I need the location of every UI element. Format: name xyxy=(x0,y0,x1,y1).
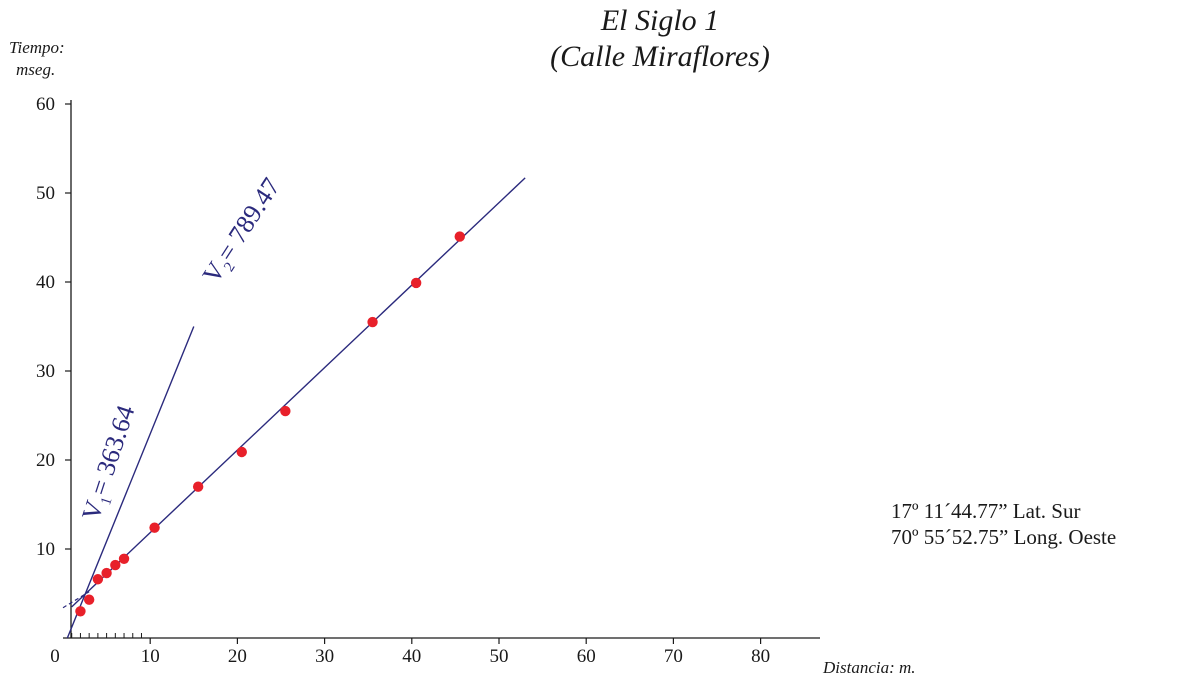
x-tick-label: 10 xyxy=(141,646,160,667)
y-tick-label: 20 xyxy=(36,450,55,471)
velocity-line-1 xyxy=(66,326,195,639)
x-tick-label: 80 xyxy=(751,646,770,667)
data-point xyxy=(101,567,112,579)
y-tick-label: 30 xyxy=(36,361,55,382)
data-point xyxy=(367,316,378,328)
y-tick-label: 10 xyxy=(36,539,55,560)
data-point xyxy=(118,553,130,564)
data-point xyxy=(280,405,291,417)
data-point xyxy=(149,522,160,533)
data-point xyxy=(83,594,95,605)
longitude-text: 70º 55´52.75” Long. Oeste xyxy=(891,525,1117,549)
data-point xyxy=(236,446,247,458)
data-point xyxy=(454,231,465,242)
location-coordinates: 17º 11´44.77” Lat. Sur 70º 55´52.75” Lon… xyxy=(891,498,1116,550)
velocity-label-1: V1= 363.64 xyxy=(76,402,144,525)
data-point xyxy=(410,277,422,289)
data-point xyxy=(92,574,104,585)
data-point xyxy=(110,559,121,571)
x-tick-label: 50 xyxy=(490,646,509,667)
velocity-line-2 xyxy=(71,177,526,608)
x-tick-label: 70 xyxy=(664,646,683,667)
y-tick-label: 60 xyxy=(36,94,55,115)
x-tick-label: 0 xyxy=(50,646,60,667)
data-point xyxy=(75,606,86,617)
x-axis-label: Distancia: m. xyxy=(823,658,916,677)
x-tick-label: 30 xyxy=(315,646,334,667)
y-axis-label-line2: mseg. xyxy=(16,60,56,79)
x-tick-label: 20 xyxy=(228,646,247,667)
y-axis-label-line1: Tiempo: xyxy=(9,38,65,57)
chart-subtitle: (Calle Miraflores) xyxy=(550,40,770,73)
chart-title: El Siglo 1 xyxy=(600,4,720,37)
x-tick-label: 60 xyxy=(577,646,596,667)
y-tick-label: 40 xyxy=(36,272,55,293)
y-tick-label: 50 xyxy=(36,183,55,204)
crossover-dash xyxy=(62,591,90,609)
velocity-label-2: V2= 789.47 xyxy=(197,173,289,291)
x-tick-label: 40 xyxy=(402,646,421,667)
latitude-text: 17º 11´44.77” Lat. Sur xyxy=(891,499,1081,523)
data-point xyxy=(192,481,204,492)
